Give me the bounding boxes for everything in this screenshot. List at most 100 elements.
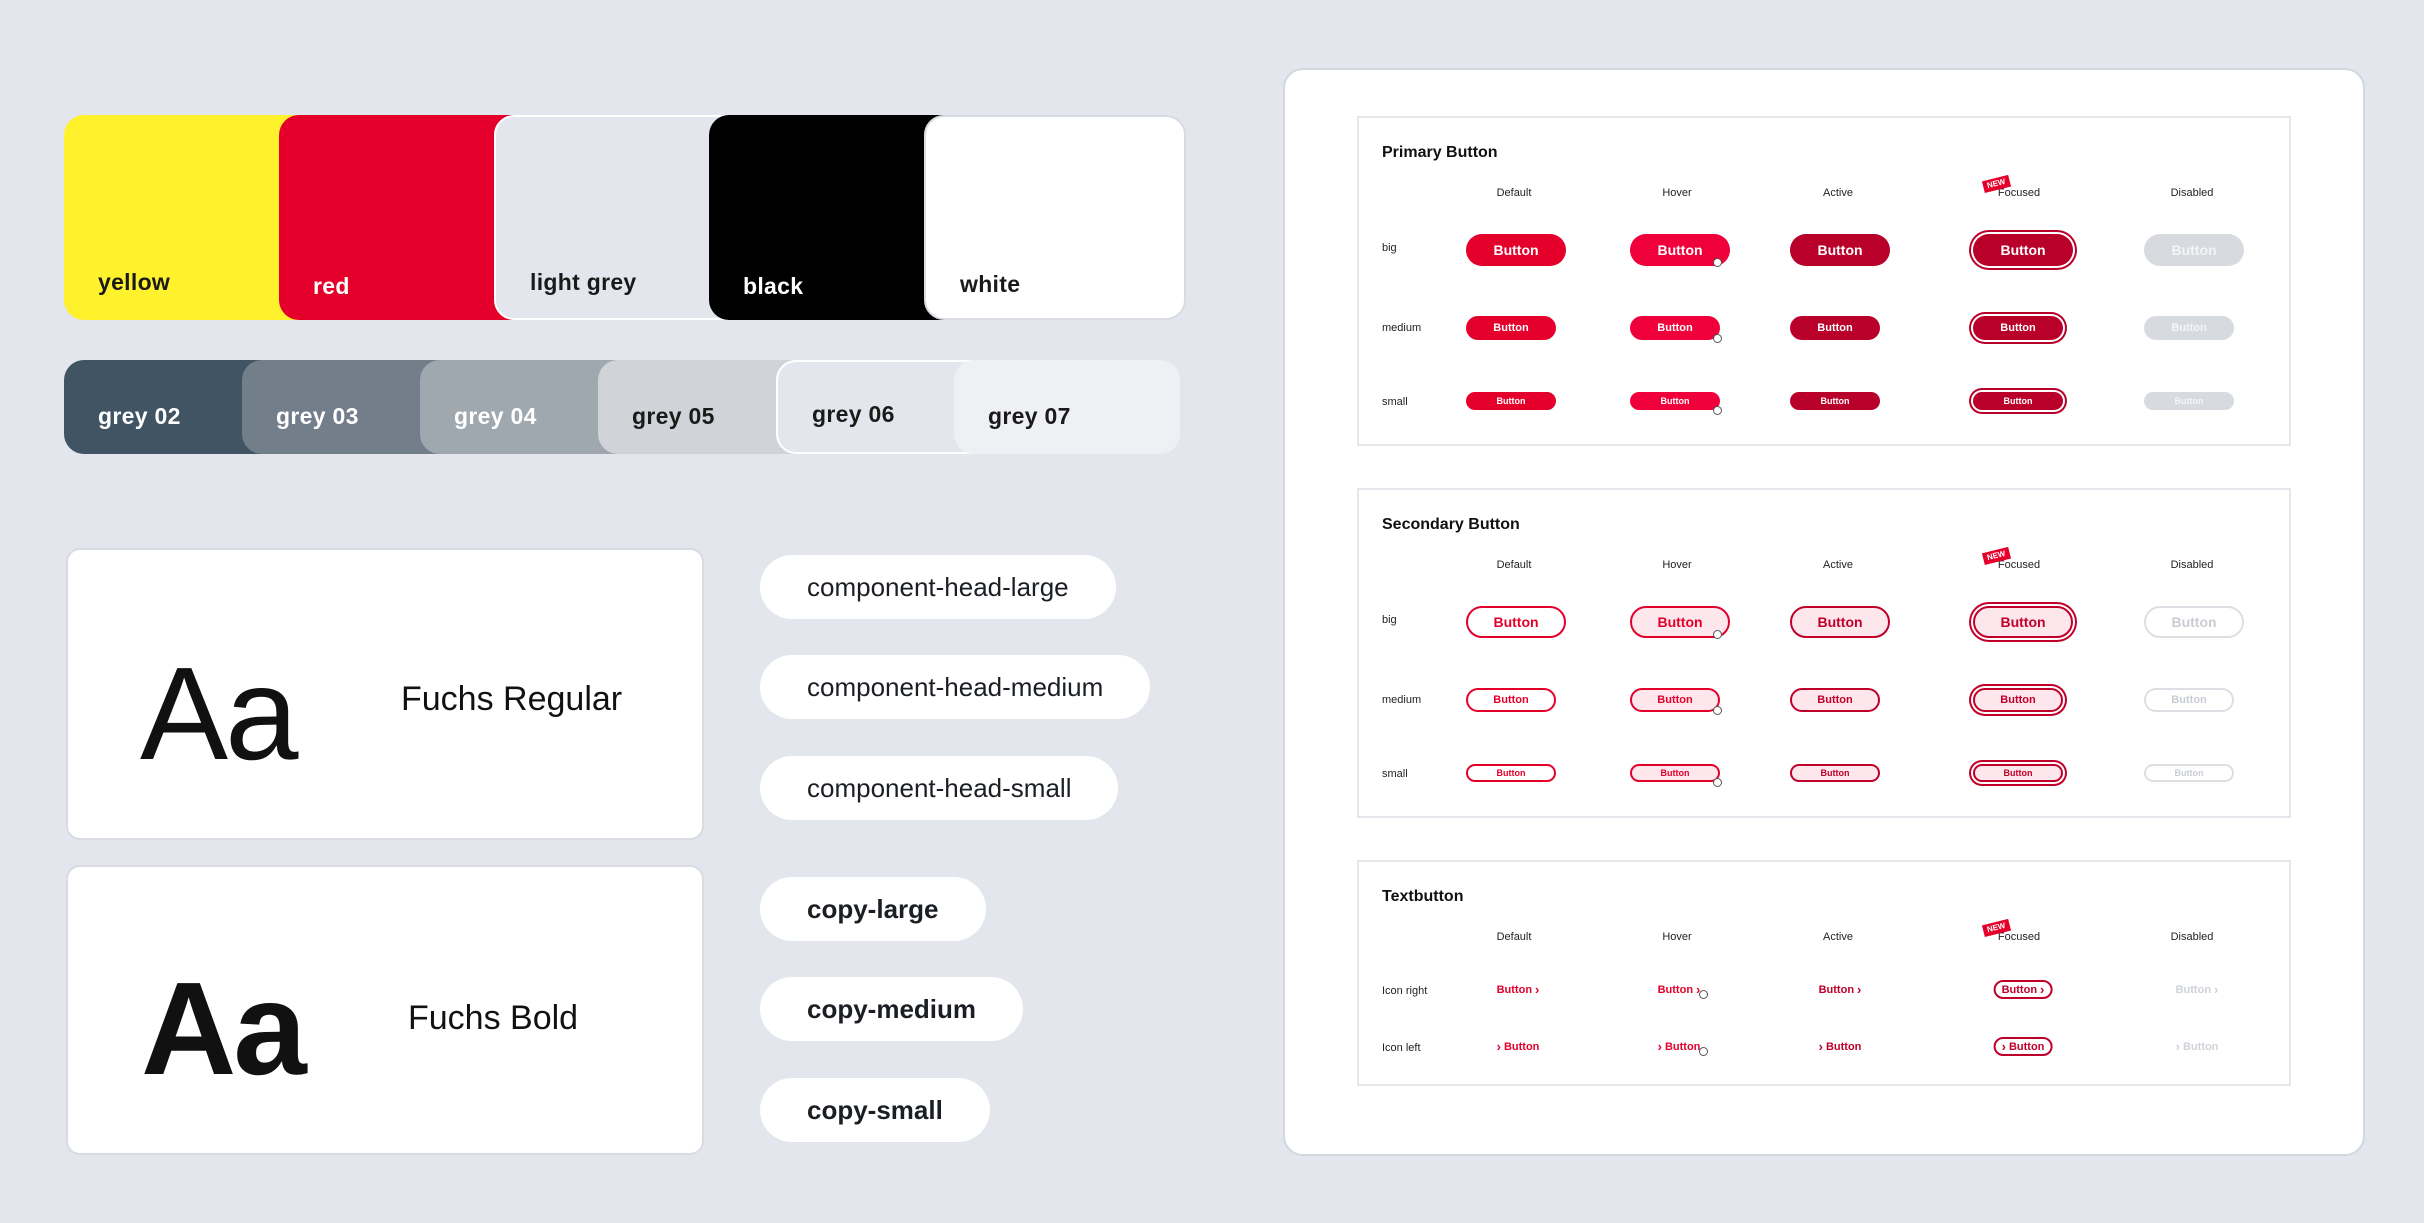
row-label-medium: medium (1382, 322, 1422, 334)
secondary-big-disabled-button: Button (2144, 606, 2244, 638)
secondary-button-section: Secondary Button Default Hover Active Fo… (1357, 488, 2291, 818)
button-label: Button (2182, 1040, 2219, 1053)
section-title: Secondary Button (1382, 516, 1520, 533)
swatch-grey-07: grey 07 (954, 360, 1180, 454)
text-button-section: Textbutton Default Hover Active Focused … (1357, 860, 2291, 1086)
text-button-icon-right-hover[interactable]: Button › (1658, 983, 1701, 996)
text-button-icon-left-default[interactable]: › Button (1497, 1040, 1540, 1053)
cursor-icon (1713, 706, 1722, 715)
swatch-label: grey 04 (454, 403, 537, 429)
swatch-label: white (960, 271, 1021, 297)
secondary-medium-disabled-button: Button (2144, 688, 2234, 712)
row-label-small: small (1382, 396, 1408, 408)
swatch-label: yellow (98, 269, 171, 295)
column-disabled: Disabled (2170, 931, 2214, 943)
swatch-label: grey 06 (812, 401, 895, 427)
secondary-big-default-button[interactable]: Button (1466, 606, 1566, 638)
row-label-icon-right: Icon right (1382, 985, 1428, 997)
column-default: Default (1496, 559, 1532, 571)
column-focused: Focused (1997, 931, 2041, 943)
secondary-medium-active-button[interactable]: Button (1790, 688, 1880, 712)
swatch-label: grey 02 (98, 403, 181, 429)
primary-medium-active-button[interactable]: Button (1790, 316, 1880, 340)
button-states-panel: Primary Button Default Hover Active Focu… (1283, 68, 2365, 1156)
button-label: Button (1664, 1040, 1701, 1053)
secondary-small-hover-button[interactable]: Button (1630, 764, 1720, 782)
chevron-right-icon: › (2214, 982, 2219, 997)
font-name-regular: Fuchs Regular (401, 680, 623, 718)
primary-small-default-button[interactable]: Button (1466, 392, 1556, 410)
secondary-medium-default-button[interactable]: Button (1466, 688, 1556, 712)
swatch-white: white (924, 115, 1186, 320)
type-style-component-head-medium: component-head-medium (760, 655, 1151, 719)
secondary-medium-focused-button[interactable]: Button (1973, 688, 2063, 712)
swatch-label: red (313, 273, 350, 299)
text-button-icon-right-default[interactable]: Button › (1497, 983, 1540, 996)
primary-medium-hover-button[interactable]: Button (1630, 316, 1720, 340)
primary-medium-focused-button[interactable]: Button (1973, 316, 2063, 340)
font-card-regular: Aa Fuchs Regular (66, 548, 704, 840)
font-name-bold: Fuchs Bold (408, 999, 579, 1037)
column-active: Active (1823, 931, 1853, 943)
chevron-right-icon: › (2040, 982, 2045, 997)
button-label: Button (1496, 983, 1533, 996)
cursor-icon (1713, 406, 1722, 415)
section-title: Textbutton (1382, 888, 1464, 905)
primary-medium-default-button[interactable]: Button (1466, 316, 1556, 340)
text-button-icon-left-hover[interactable]: › Button (1658, 1040, 1701, 1053)
row-label-icon-left: Icon left (1382, 1042, 1421, 1054)
swatch-label: grey 05 (632, 403, 715, 429)
button-label: Button (2008, 1040, 2045, 1053)
button-label: Button (1825, 1040, 1862, 1053)
cursor-icon (1713, 334, 1722, 343)
swatch-label: black (743, 273, 804, 299)
type-style-copy-medium: copy-medium (760, 977, 1024, 1041)
row-label-medium: medium (1382, 694, 1422, 706)
secondary-big-focused-button[interactable]: Button (1973, 606, 2073, 638)
cursor-icon (1713, 630, 1722, 639)
swatch-label: grey 07 (988, 403, 1071, 429)
secondary-small-active-button[interactable]: Button (1790, 764, 1880, 782)
secondary-big-active-button[interactable]: Button (1790, 606, 1890, 638)
primary-color-swatches: yellow red light grey black white (64, 115, 1186, 320)
chevron-right-icon: › (2175, 1039, 2180, 1054)
chevron-right-icon: › (1535, 982, 1540, 997)
column-active: Active (1823, 187, 1853, 199)
chevron-right-icon: › (1496, 1039, 1501, 1054)
chevron-right-icon: › (1657, 1039, 1662, 1054)
section-title: Primary Button (1382, 144, 1498, 161)
text-button-icon-left-active[interactable]: › Button (1819, 1040, 1862, 1053)
column-hover: Hover (1662, 187, 1692, 199)
font-sample-bold: Aa (141, 955, 307, 1102)
primary-big-disabled-button: Button (2144, 234, 2244, 266)
column-disabled: Disabled (2170, 559, 2214, 571)
secondary-small-disabled-button: Button (2144, 764, 2234, 782)
text-button-icon-right-disabled: Button › (2176, 983, 2219, 996)
column-active: Active (1823, 559, 1853, 571)
text-button-icon-left-focused[interactable]: › Button (1993, 1037, 2053, 1056)
type-style-copy-small: copy-small (760, 1078, 990, 1142)
chevron-right-icon: › (1857, 982, 1862, 997)
primary-big-focused-button[interactable]: Button (1973, 234, 2073, 266)
secondary-small-focused-button[interactable]: Button (1973, 764, 2063, 782)
button-label: Button (2175, 983, 2212, 996)
secondary-medium-hover-button[interactable]: Button (1630, 688, 1720, 712)
type-style-component-head-large: component-head-large (760, 555, 1116, 619)
primary-button-section: Primary Button Default Hover Active Focu… (1357, 116, 2291, 446)
chevron-right-icon: › (1818, 1039, 1823, 1054)
button-label: Button (1657, 983, 1694, 996)
button-label: Button (1818, 983, 1855, 996)
primary-small-active-button[interactable]: Button (1790, 392, 1880, 410)
text-button-icon-right-focused[interactable]: Button › (1993, 980, 2053, 999)
primary-small-focused-button[interactable]: Button (1973, 392, 2063, 410)
column-hover: Hover (1662, 559, 1692, 571)
primary-big-default-button[interactable]: Button (1466, 234, 1566, 266)
grey-color-swatches: grey 02 grey 03 grey 04 grey 05 grey 06 … (64, 360, 1180, 454)
chevron-right-icon: › (2001, 1039, 2006, 1054)
column-default: Default (1496, 931, 1532, 943)
primary-small-hover-button[interactable]: Button (1630, 392, 1720, 410)
text-button-icon-right-active[interactable]: Button › (1819, 983, 1862, 996)
secondary-small-default-button[interactable]: Button (1466, 764, 1556, 782)
primary-big-active-button[interactable]: Button (1790, 234, 1890, 266)
column-hover: Hover (1662, 931, 1692, 943)
